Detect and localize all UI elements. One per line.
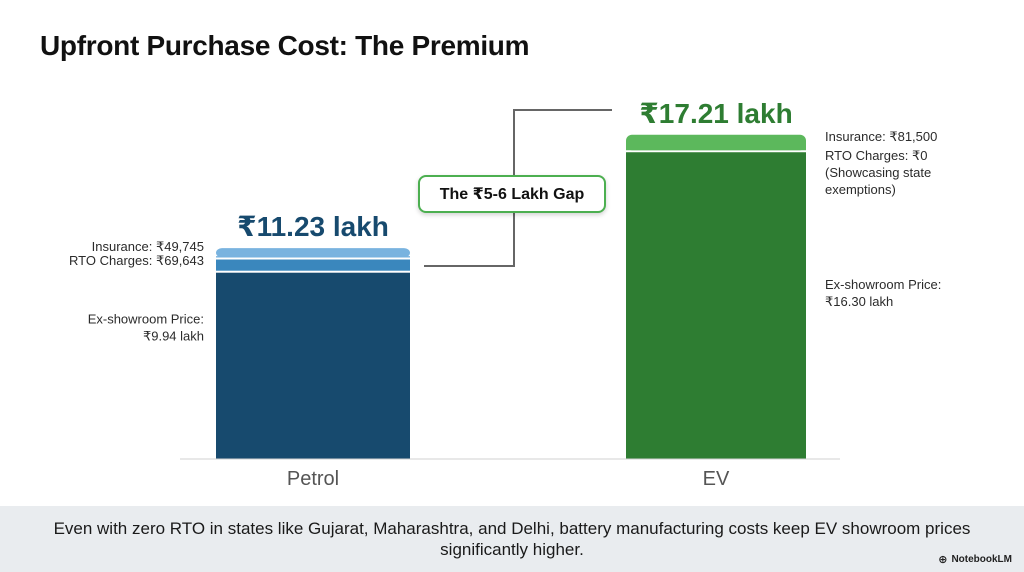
ev-label-insurance: Insurance: ₹81,500 xyxy=(825,129,937,144)
petrol-category-label: Petrol xyxy=(287,468,339,490)
ev-bar-insurance-fill xyxy=(626,142,806,151)
petrol-bar-ex-showroom-price xyxy=(216,272,410,459)
notebooklm-logo-icon: ⊕ xyxy=(938,554,948,566)
brand-name: NotebookLM xyxy=(951,554,1012,565)
footer-text: Even with zero RTO in states like Gujara… xyxy=(53,519,971,559)
chart-title: Upfront Purchase Cost: The Premium xyxy=(40,30,530,61)
petrol-bar-insurance xyxy=(216,248,410,258)
footer-banner: Even with zero RTO in states like Gujara… xyxy=(0,506,1024,572)
ev-bar-ex-showroom-price xyxy=(626,152,806,459)
ev-label-rto-charges: RTO Charges: ₹0 (Showcasing state exemptio… xyxy=(825,148,931,197)
ev-total-label: ₹17.21 lakh xyxy=(639,98,792,129)
petrol-bar-insurance-fill xyxy=(216,256,410,258)
petrol-total-label: ₹11.23 lakh xyxy=(237,211,389,242)
ev-label-ex-showroom-price: Ex-showroom Price: ₹16.30 lakh xyxy=(825,277,941,309)
petrol-bar-rto-charges xyxy=(216,259,410,271)
petrol-label-rto-charges: RTO Charges: ₹69,643 xyxy=(69,253,204,268)
stacked-bar-chart: ₹11.23 lakh Petrol Ex-showroom Price: ₹9.94… xyxy=(69,98,941,490)
brand-mark: ⊕ NotebookLM xyxy=(938,553,1012,566)
petrol-label-insurance: Insurance: ₹49,745 xyxy=(92,239,204,254)
ev-category-label: EV xyxy=(703,468,730,490)
petrol-label-ex-showroom-price: Ex-showroom Price: ₹9.94 lakh xyxy=(88,311,204,343)
gap-callout: The ₹5-6 Lakh Gap xyxy=(418,175,606,213)
